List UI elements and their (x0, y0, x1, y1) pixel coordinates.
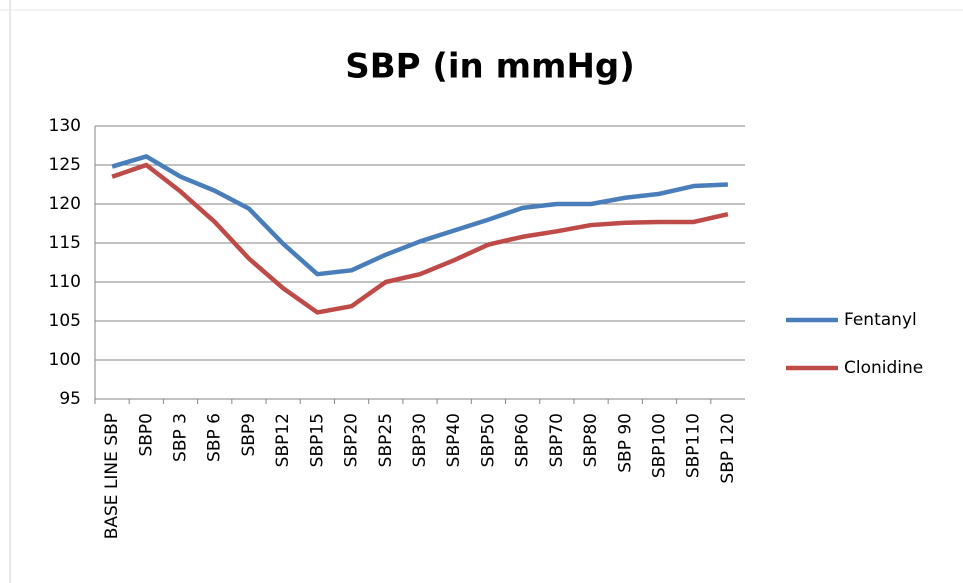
y-tick-label: 115 (49, 233, 81, 253)
legend-label: Clonidine (844, 358, 923, 378)
x-tick-label: SBP9 (239, 413, 259, 457)
series-line (111, 162, 729, 315)
x-tick-label: SBP40 (444, 413, 464, 467)
x-tick-label: SBP 90 (615, 413, 635, 473)
x-tick-label: SBP0 (136, 413, 156, 457)
y-tick-label: 130 (49, 116, 81, 136)
x-tick-label: SBP25 (376, 413, 396, 467)
x-tick-label: BASE LINE SBP (102, 413, 122, 539)
y-tick-label: 100 (49, 350, 81, 370)
y-tick-label: 110 (49, 272, 81, 292)
x-tick-label: SBP20 (342, 413, 362, 467)
x-tick-label: SBP50 (478, 413, 498, 467)
x-tick-label: SBP100 (649, 413, 669, 478)
x-tick-label: SBP30 (410, 413, 430, 467)
chart-title: SBP (in mmHg) (345, 47, 635, 87)
y-tick-label: 125 (49, 155, 81, 175)
y-tick-label: 120 (49, 194, 81, 214)
x-tick-label: SBP70 (547, 413, 567, 467)
legend-label: Fentanyl (844, 310, 917, 330)
x-tick-label: SBP 120 (718, 413, 738, 484)
x-tick-label: SBP80 (581, 413, 601, 467)
x-tick-label: SBP60 (513, 413, 533, 467)
y-tick-label: 105 (49, 311, 81, 331)
x-tick-label: SBP15 (307, 413, 327, 467)
x-tick-label: SBP12 (273, 413, 293, 467)
x-tick-label: SBP 3 (171, 413, 191, 462)
y-tick-label: 95 (59, 389, 81, 409)
x-tick-label: SBP110 (684, 413, 704, 478)
series-line (111, 154, 728, 277)
x-tick-label: SBP 6 (205, 413, 225, 462)
